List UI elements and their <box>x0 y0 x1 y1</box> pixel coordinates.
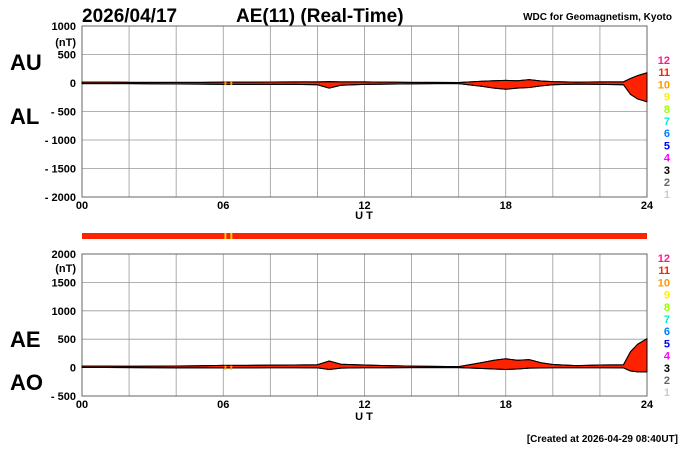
y-tick-label: - 1500 <box>45 164 76 176</box>
au-label: AU <box>10 50 42 75</box>
legend-station-count: 4 <box>664 153 671 165</box>
y-tick-label: 1000 <box>52 21 76 33</box>
station-bar-mark <box>230 233 233 239</box>
plot-frame <box>81 25 648 198</box>
y-tick-label: 0 <box>70 78 76 90</box>
ao-line <box>82 366 647 373</box>
legend-station-count: 10 <box>658 277 670 289</box>
y-tick-label: - 500 <box>51 391 76 403</box>
x-axis-label-bottom: U T <box>355 411 373 423</box>
source-label: WDC for Geomagnetism, Kyoto <box>523 12 672 23</box>
legend-station-count: 8 <box>664 104 670 116</box>
x-tick-label: 18 <box>500 200 512 212</box>
legend-station-count: 6 <box>664 128 670 140</box>
x-tick-label: 24 <box>641 200 654 212</box>
unit-label-bottom: (nT) <box>55 263 76 275</box>
plot-frame <box>81 253 648 397</box>
station-mark <box>224 81 227 85</box>
y-tick-label: 1000 <box>52 306 76 318</box>
legend-station-count: 11 <box>658 67 670 79</box>
legend-station-count: 9 <box>664 290 670 302</box>
legend-station-count: 1 <box>664 387 670 399</box>
legend-station-count: 1 <box>664 189 670 201</box>
station-mark <box>230 365 233 370</box>
y-tick-label: 2000 <box>52 249 76 261</box>
au-line <box>82 72 648 84</box>
x-tick-label: 06 <box>217 399 229 411</box>
legend-station-count: 10 <box>658 79 670 91</box>
ao-label: AO <box>10 370 43 395</box>
x-axis-label-top: U T <box>355 210 373 222</box>
unit-label-top: (nT) <box>55 37 76 49</box>
y-tick-label: 1500 <box>52 277 76 289</box>
al-label: AL <box>10 104 39 129</box>
al-line <box>82 83 648 103</box>
x-tick-label: 18 <box>500 399 512 411</box>
ae-line <box>82 338 648 368</box>
legend-station-count: 6 <box>664 326 670 338</box>
legend-station-count: 2 <box>664 177 670 189</box>
x-tick-label: 00 <box>76 399 88 411</box>
legend-station-count: 3 <box>664 363 670 375</box>
y-tick-label: 500 <box>58 334 76 346</box>
index-title: AE(11) (Real-Time) <box>236 6 404 27</box>
y-tick-label: - 500 <box>51 107 76 119</box>
legend-station-count: 9 <box>664 92 670 104</box>
x-tick-label: 00 <box>76 200 88 212</box>
legend-station-count: 12 <box>658 253 670 265</box>
station-count-bar <box>82 233 647 239</box>
created-timestamp: [Created at 2026-04-29 08:40UT] <box>527 434 678 445</box>
ae-label: AE <box>10 327 41 352</box>
y-tick-label: - 2000 <box>45 192 76 204</box>
legend-station-count: 11 <box>658 265 670 277</box>
y-tick-label: 0 <box>70 363 76 375</box>
legend-station-count: 5 <box>664 140 670 152</box>
station-mark <box>224 365 227 370</box>
y-tick-label: 500 <box>58 50 76 62</box>
x-tick-label: 24 <box>641 399 654 411</box>
y-tick-label: - 1000 <box>45 135 76 147</box>
legend-station-count: 3 <box>664 165 670 177</box>
legend-station-count: 7 <box>664 314 670 326</box>
x-tick-label: 12 <box>358 200 370 212</box>
station-bar-mark <box>224 233 227 239</box>
legend-station-count: 5 <box>664 338 670 350</box>
legend-station-count: 2 <box>664 375 670 387</box>
x-tick-label: 12 <box>358 399 370 411</box>
x-tick-label: 06 <box>217 200 229 212</box>
station-mark <box>230 81 233 85</box>
legend-station-count: 7 <box>664 116 670 128</box>
legend-station-count: 12 <box>658 55 670 67</box>
date-title: 2026/04/17 <box>82 6 177 27</box>
legend-station-count: 8 <box>664 302 670 314</box>
legend-station-count: 4 <box>664 351 671 363</box>
